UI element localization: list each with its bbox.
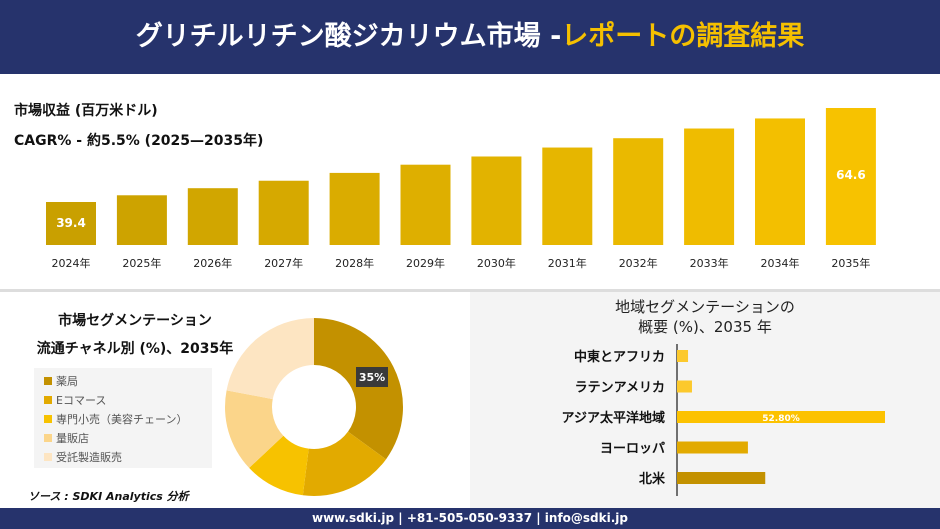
region-segment-panel: 地域セグメンテーションの 概要 (%)、2035 年 中東とアフリカ ラテンアメリ…	[470, 292, 940, 508]
legend-label: Eコマース	[56, 394, 107, 407]
region-label: ラテンアメリカ	[575, 381, 665, 396]
pie-title-2: 流通チャネル別 (%)、2035年	[36, 341, 234, 357]
revenue-bar	[329, 172, 380, 245]
revenue-bar	[684, 128, 735, 245]
year-label: 2024年	[52, 256, 91, 270]
legend-label: 専門小売（美容チェーン）	[56, 413, 188, 426]
revenue-section: 市場収益 (百万米ドル) CAGR% - 約5.5% (2025—2035年) …	[0, 76, 940, 288]
legend-label: 量販店	[56, 432, 89, 445]
legend-swatch	[44, 415, 52, 423]
legend-item: 受託製造販売	[44, 448, 202, 467]
channel-donut-chart: 35%	[225, 318, 403, 496]
source-note: ソース : SDKI Analytics 分析	[28, 490, 189, 503]
donut-slice	[314, 318, 403, 460]
region-bar	[677, 472, 766, 484]
year-label: 2029年	[406, 256, 445, 270]
cagr-label: CAGR% - 約5.5% (2025—2035年)	[14, 133, 264, 149]
donut-slice	[302, 431, 387, 496]
revenue-bar	[46, 202, 96, 245]
revenue-bar	[187, 188, 238, 245]
revenue-bar	[613, 138, 664, 245]
legend-item: 薬局	[44, 372, 202, 391]
revenue-bar	[825, 108, 876, 245]
data-label: 52.80%	[762, 414, 800, 424]
legend-item: 専門小売（美容チェーン）	[44, 410, 202, 429]
pie-legend: 薬局 Eコマース専門小売（美容チェーン） 量販店受託製造販売	[34, 368, 212, 468]
year-label: 2035年	[831, 256, 870, 270]
legend-item: Eコマース	[44, 391, 202, 410]
revenue-bar	[258, 180, 309, 245]
legend-swatch	[44, 453, 52, 461]
divider	[0, 289, 940, 292]
revenue-bar	[400, 164, 451, 245]
region-bar	[677, 411, 885, 423]
footer-contact: www.sdki.jp | +81-505-050-9337 | info@sd…	[0, 508, 940, 529]
region-bar	[677, 350, 689, 362]
header-banner: グリチルリチン酸ジカリウム市場 -レポートの調査結果	[0, 0, 940, 74]
donut-slice	[225, 390, 284, 468]
region-title-2: 概要 (%)、2035 年	[638, 318, 772, 336]
region-label: アジア太平洋地域	[562, 410, 665, 426]
year-label: 2028年	[335, 256, 374, 270]
year-label: 2025年	[122, 256, 161, 270]
donut-slice	[226, 318, 314, 400]
revenue-bar	[755, 118, 805, 245]
region-label: ヨーロッパ	[600, 442, 665, 457]
channel-segment-panel: 市場セグメンテーション 流通チャネル別 (%)、2035年 薬局 Eコマース専門小…	[0, 292, 468, 508]
legend-swatch	[44, 396, 52, 404]
revenue-bar	[471, 156, 522, 245]
legend-swatch	[44, 377, 52, 385]
legend-label: 受託製造販売	[56, 451, 122, 464]
title-accent: レポートの調査結果	[561, 21, 805, 52]
year-label: 2030年	[477, 256, 516, 270]
data-label-box	[356, 367, 388, 387]
legend-swatch	[44, 434, 52, 442]
data-label: 35%	[359, 371, 385, 384]
region-label: 北米	[639, 471, 666, 487]
revenue-bar	[116, 195, 167, 245]
pie-title-1: 市場セグメンテーション	[58, 313, 212, 329]
region-bar	[677, 441, 748, 454]
year-label: 2027年	[264, 256, 303, 270]
revenue-label: 市場収益 (百万米ドル)	[14, 103, 158, 119]
region-bar	[677, 380, 692, 393]
region-title-1: 地域セグメンテーションの	[615, 298, 795, 316]
year-label: 2034年	[761, 256, 800, 270]
legend-item: 量販店	[44, 429, 202, 448]
year-label: 2031年	[548, 256, 587, 270]
donut-slice	[249, 435, 309, 496]
year-label: 2032年	[619, 256, 658, 270]
year-label: 2026年	[193, 256, 232, 270]
region-label: 中東とアフリカ	[574, 349, 665, 365]
year-label: 2033年	[690, 256, 729, 270]
title-main: グリチルリチン酸ジカリウム市場 -	[135, 21, 562, 52]
legend-label: 薬局	[56, 375, 78, 388]
revenue-bar	[542, 147, 593, 245]
revenue-bar-chart: 2024年 39.4 2025年 2026年 2027年 2028年 2029年 2030年 2…	[46, 108, 876, 270]
data-label: 39.4	[56, 216, 86, 230]
data-label: 64.6	[836, 168, 866, 182]
